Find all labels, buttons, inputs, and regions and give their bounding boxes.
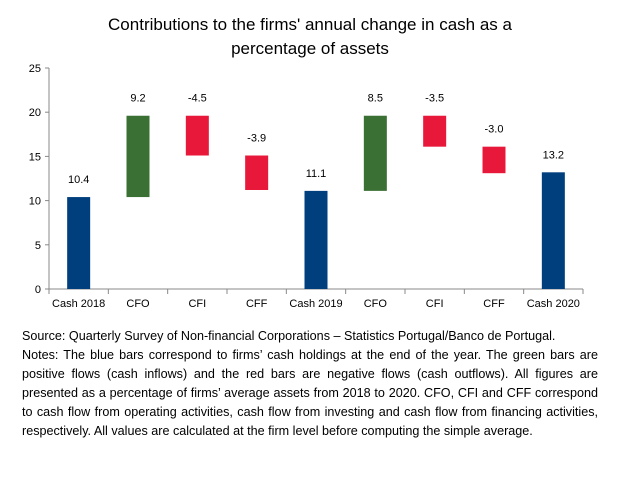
- data-label: 8.5: [368, 93, 383, 105]
- waterfall-chart: 0 5 10 15 20 25 10.4 Cash 2018 9.2 CFO -4.5 CFI -3.9…: [29, 63, 584, 310]
- y-tick-label: 5: [35, 240, 41, 252]
- data-label: -3.0: [485, 124, 504, 136]
- bar-negative: [423, 115, 447, 147]
- chart-title: Contributions to the firms' annual chang…: [60, 13, 560, 61]
- y-tick-label: 25: [29, 63, 41, 75]
- bar-total: [67, 197, 91, 289]
- data-label: -3.5: [425, 93, 444, 105]
- category-label: CFF: [483, 298, 505, 310]
- data-label: 13.2: [543, 149, 564, 161]
- category-label: CFO: [126, 298, 150, 310]
- category-label: Cash 2020: [527, 298, 580, 310]
- chart-notes: Source: Quarterly Survey of Non-financia…: [22, 327, 598, 441]
- data-label: 9.2: [130, 93, 145, 105]
- y-tick-label: 20: [29, 107, 41, 119]
- y-tick-label: 15: [29, 151, 41, 163]
- notes-text: Notes: The blue bars correspond to firms…: [22, 348, 598, 438]
- bar-negative: [245, 155, 269, 190]
- category-label: CFF: [246, 298, 268, 310]
- bar-total: [304, 190, 328, 289]
- source-note: Source: Quarterly Survey of Non-financia…: [22, 329, 556, 343]
- bar-negative: [185, 115, 209, 156]
- chart-title-line-1: Contributions to the firms' annual chang…: [108, 15, 512, 34]
- data-label: 10.4: [68, 174, 89, 186]
- data-label: -4.5: [188, 93, 207, 105]
- category-label: CFI: [426, 298, 444, 310]
- category-label: CFO: [364, 298, 388, 310]
- data-label: 11.1: [306, 168, 327, 180]
- category-label: CFI: [188, 298, 206, 310]
- y-tick-label: 10: [29, 196, 41, 208]
- data-label: -3.9: [247, 133, 266, 145]
- bar-negative: [482, 146, 506, 174]
- y-tick-label: 0: [35, 284, 41, 296]
- bar-positive: [126, 115, 150, 198]
- category-label: Cash 2019: [289, 298, 342, 310]
- chart-title-line-2: percentage of assets: [231, 39, 389, 58]
- bar-total: [541, 172, 565, 289]
- category-label: Cash 2018: [52, 298, 105, 310]
- bar-positive: [363, 115, 387, 191]
